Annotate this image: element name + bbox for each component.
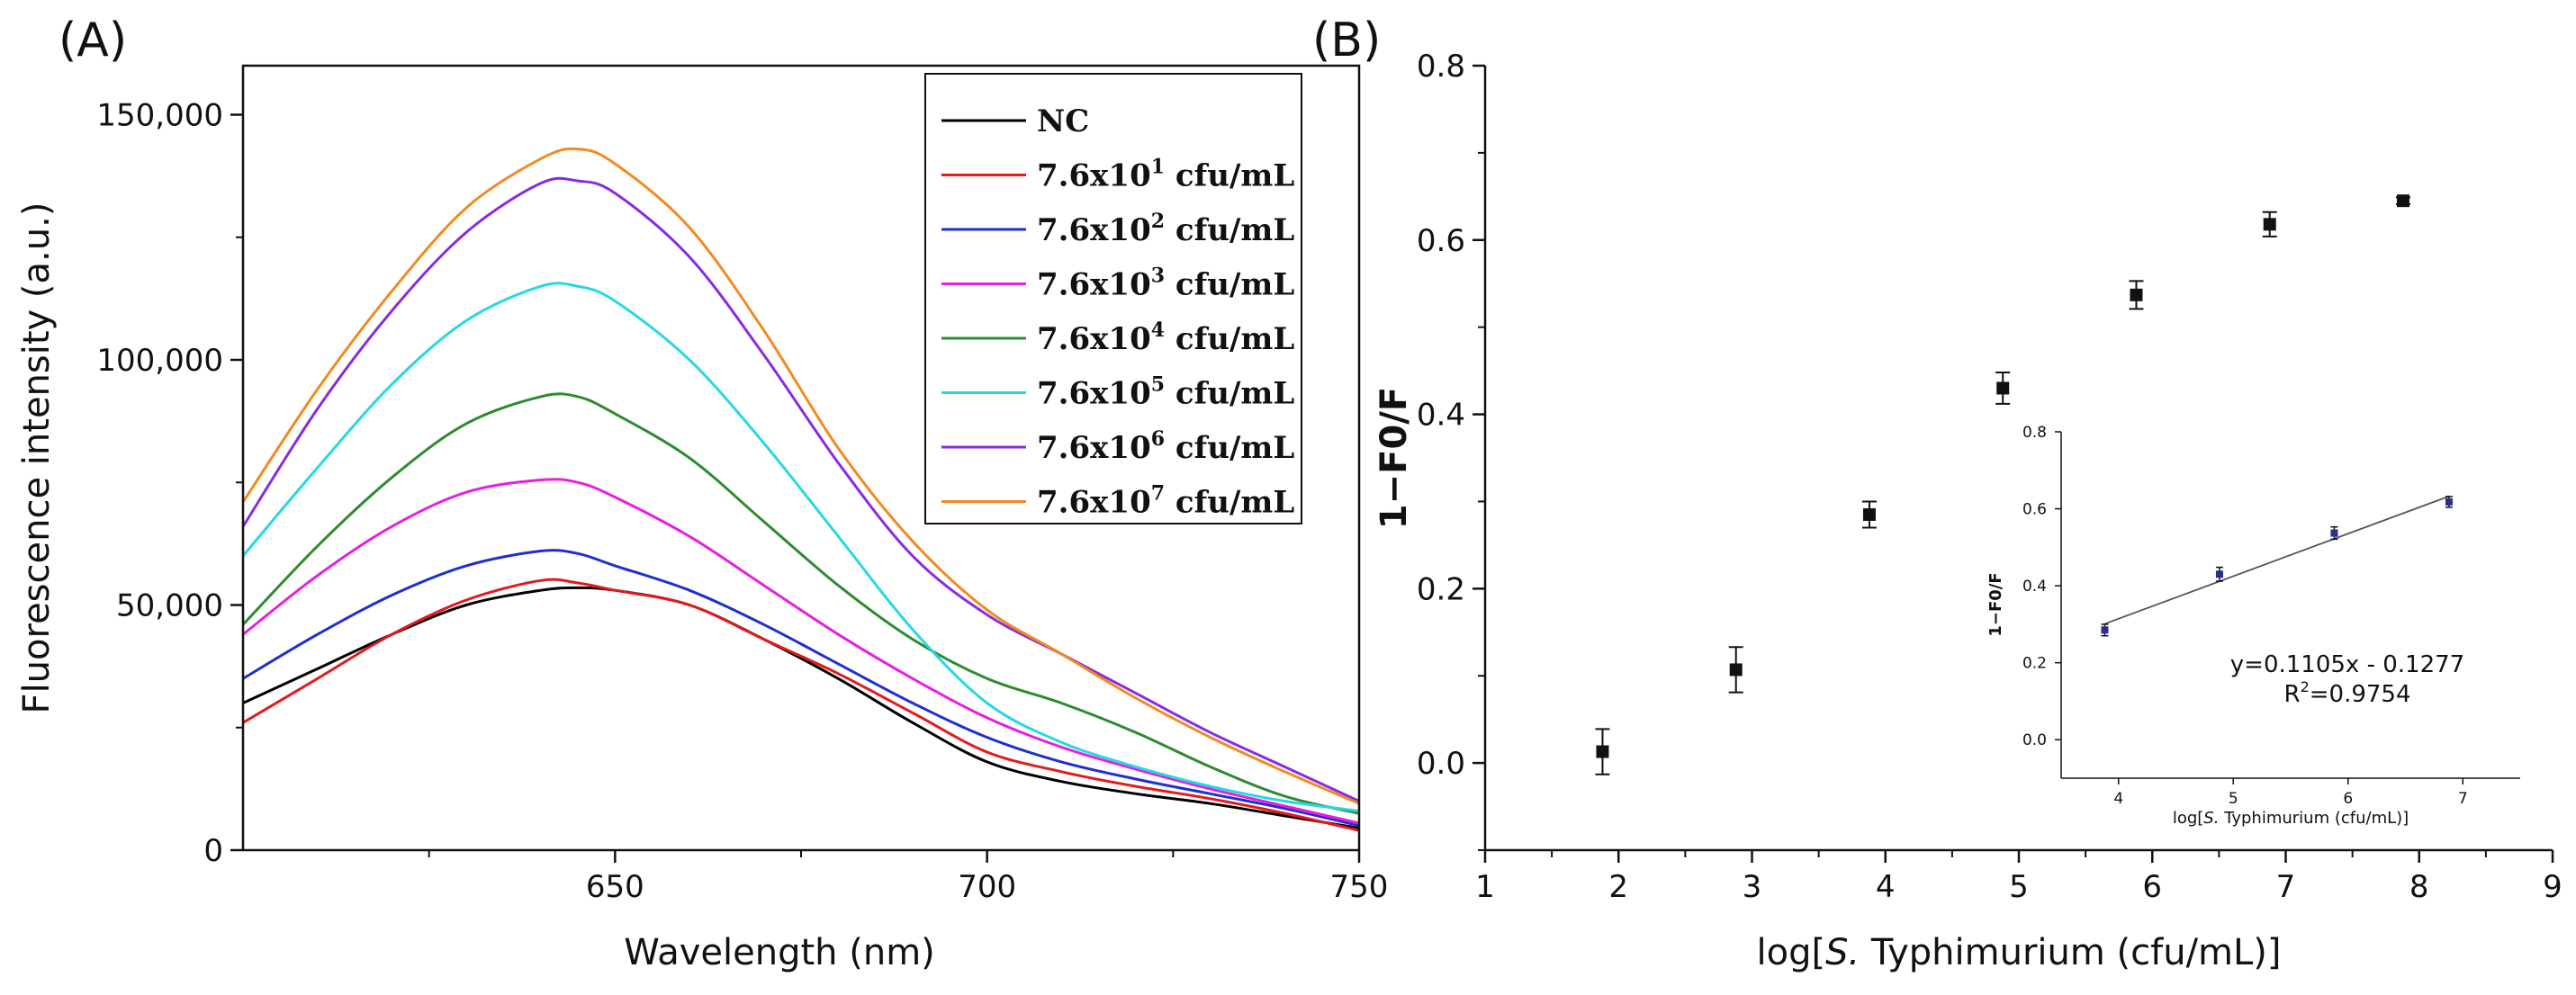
legend-entry-4: 7.6x104 cfu/mL [1037,318,1294,357]
series-line-4 [241,392,1360,815]
inset-data-point [2101,623,2109,637]
inset-x-tick-label: 7 [2458,790,2468,808]
panel-b-label: (B) [1312,13,1381,67]
panel-a-y-axis-title: Fluorescence intensity (a.u.) [16,202,58,714]
inset-y-tick-label: 0.8 [2022,424,2047,442]
inset-y-tick-label: 0.2 [2022,655,2047,673]
y-tick-label: 0.2 [1417,571,1465,607]
y-tick-label: 100,000 [96,343,223,379]
inset-y-ticks: 0.0 0.2 0.4 0.6 0.8 [2022,424,2061,749]
panel-b-x-axis-title: log[S. Typhimurium (cfu/mL)] [1756,932,2281,973]
panel-a-label: (A) [59,13,127,67]
x-tick-label: 2 [1608,869,1628,905]
series-line-3 [242,478,1360,825]
inset-y-tick-label: 0.4 [2022,578,2047,596]
x-tick-label: 5 [2009,869,2029,905]
x-tick-label: 6 [2142,869,2162,905]
data-point [2395,194,2410,208]
x-tick-label: 9 [2543,869,2562,905]
inset-fit-line [2104,495,2450,625]
data-point [2262,211,2277,238]
inset-data-point [2330,525,2338,541]
legend-entry-6: 7.6x106 cfu/mL [1037,427,1294,466]
y-tick-label: 150,000 [96,98,223,134]
data-point [1861,500,1877,529]
series-line-5 [241,282,1360,812]
legend-entry-7: 7.6x107 cfu/mL [1037,482,1294,521]
panel-a-y-ticks: 0 50,000 100,000 150,000 [96,98,243,869]
panel-b-y-ticks: 0.0 0.2 0.4 0.6 0.8 [1417,49,1485,851]
inset-x-tick-label: 6 [2343,790,2353,808]
legend-entry-5: 7.6x105 cfu/mL [1037,373,1294,412]
inset-x-axis-title: log[S. Typhimurium (cfu/mL)] [2173,809,2409,828]
x-tick-label: 8 [2409,869,2429,905]
inset-points [2101,496,2453,637]
panel-b-points [1595,194,2410,775]
inset-point-marker [2101,626,2109,634]
inset-x-tick-label: 5 [2229,790,2238,808]
inset-equation: y=0.1105x - 0.1277 [2230,651,2464,678]
inset-x-ticks: 4 5 6 7 [2113,778,2468,808]
y-tick-label: 50,000 [116,588,223,624]
panel-b-x-ticks: 1 2 3 4 5 6 7 8 9 [1475,850,2562,905]
y-tick-label: 0.4 [1417,398,1465,434]
inset-y-tick-label: 0.0 [2022,731,2047,749]
inset-y-axis-title: 1−F0/F [1986,572,2005,636]
inset-point-marker [2330,529,2338,537]
point-marker [2396,194,2409,208]
series-line-6 [241,176,1360,802]
inset-x-tick-label: 4 [2113,790,2123,808]
inset-r-squared: R2=0.9754 [2283,678,2410,708]
inset-data-point [2445,496,2453,508]
series-line-7 [241,147,1360,805]
y-tick-label: 0 [203,833,223,869]
inset-data-point [2215,566,2223,582]
x-tick-label: 750 [1330,869,1389,905]
data-point [1995,372,2011,405]
point-marker [1596,745,1609,758]
panel-a-x-ticks: 650 700 750 [428,850,1389,905]
panel-a-x-axis-title: Wavelength (nm) [624,932,935,973]
inset-y-tick-label: 0.6 [2022,501,2047,519]
data-point [1595,728,1610,775]
y-tick-label: 0.8 [1417,49,1465,85]
series-line-2 [242,549,1360,828]
legend-entry-0: NC [1037,103,1089,139]
data-point [1728,646,1743,694]
panel-b-y-axis-title: 1−F0/F [1374,387,1415,529]
x-tick-label: 650 [586,869,644,905]
point-marker [2263,218,2276,231]
x-tick-label: 1 [1475,869,1495,905]
point-marker [1996,381,2010,395]
legend-entry-3: 7.6x103 cfu/mL [1037,264,1294,303]
legend-box [924,73,1302,524]
point-marker [2130,288,2143,301]
x-tick-label: 7 [2276,869,2296,905]
x-tick-label: 4 [1876,869,1896,905]
x-tick-label: 700 [958,869,1016,905]
legend-entry-2: 7.6x102 cfu/mL [1037,210,1294,248]
inset-point-marker [2445,498,2453,506]
y-tick-label: 0.0 [1417,746,1465,782]
inset-point-marker [2215,570,2223,578]
y-tick-label: 0.6 [1417,223,1465,259]
legend-entry-1: 7.6x101 cfu/mL [1037,156,1294,194]
data-point [2129,280,2144,310]
point-marker [1729,663,1743,677]
point-marker [1862,507,1876,521]
panel-b: (B) 1 2 3 4 5 6 7 8 9 0.0 0.2 0.4 0.6 0.8 log[S. Typ… [1312,13,2562,973]
x-tick-label: 3 [1743,869,1762,905]
series-line-1 [242,578,1360,832]
panel-a: (A) 650 700 750 0 50,000 100,000 150,000 Wave… [16,13,1388,973]
panel-a-curves [241,147,1360,832]
panel-b-inset: 4 5 6 7 0.0 0.2 0.4 0.6 0.8 log[S. Typhimurium … [1986,424,2520,828]
panel-a-legend: NC 7.6x101 cfu/mL 7.6x102 cfu/mL 7.6x103 cf… [924,73,1302,524]
